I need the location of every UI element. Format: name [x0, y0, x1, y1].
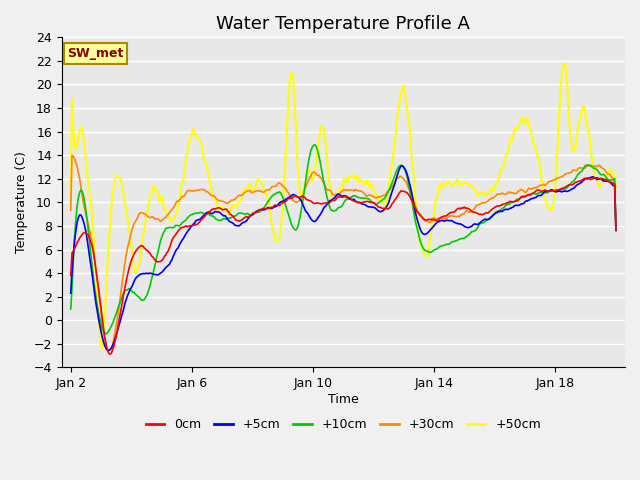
Text: SW_met: SW_met	[67, 47, 124, 60]
Line: 0cm: 0cm	[71, 178, 616, 354]
+10cm	[386, 186, 394, 192]
+10cm	[490, 212, 497, 218]
0cm	[488, 206, 496, 212]
+10cm	[67, 306, 75, 312]
+30cm	[68, 153, 76, 158]
0cm	[612, 227, 620, 232]
+50cm	[569, 147, 577, 153]
+50cm	[110, 186, 118, 192]
Legend: 0cm, +5cm, +10cm, +30cm, +50cm: 0cm, +5cm, +10cm, +30cm, +50cm	[141, 413, 546, 436]
+5cm	[490, 212, 497, 218]
0cm	[499, 201, 507, 207]
Y-axis label: Temperature (C): Temperature (C)	[15, 151, 28, 253]
Line: +50cm: +50cm	[71, 63, 616, 349]
+5cm	[67, 290, 75, 296]
0cm	[446, 210, 454, 216]
+30cm	[500, 192, 508, 197]
+10cm	[110, 317, 118, 323]
X-axis label: Time: Time	[328, 393, 358, 406]
+50cm	[488, 185, 496, 191]
+5cm	[105, 348, 113, 353]
+10cm	[102, 331, 110, 336]
+5cm	[110, 340, 118, 346]
+30cm	[105, 348, 113, 354]
+50cm	[385, 186, 392, 192]
0cm	[385, 206, 392, 212]
+5cm	[500, 207, 508, 213]
Line: +5cm: +5cm	[71, 166, 616, 350]
+30cm	[447, 213, 455, 219]
+30cm	[111, 329, 119, 335]
+10cm	[500, 204, 508, 210]
0cm	[568, 182, 575, 188]
+30cm	[386, 187, 394, 193]
+30cm	[569, 167, 577, 173]
+5cm	[398, 163, 406, 168]
+10cm	[612, 223, 620, 228]
+50cm	[560, 60, 568, 66]
+5cm	[385, 201, 392, 206]
0cm	[67, 273, 75, 278]
+10cm	[311, 142, 319, 148]
+50cm	[499, 163, 507, 168]
0cm	[110, 344, 118, 349]
+30cm	[67, 207, 75, 213]
Line: +30cm: +30cm	[71, 156, 616, 351]
+50cm	[67, 197, 75, 203]
+50cm	[99, 346, 106, 352]
+5cm	[569, 186, 577, 192]
Line: +10cm: +10cm	[71, 145, 616, 334]
0cm	[591, 175, 598, 180]
+30cm	[612, 227, 620, 233]
+5cm	[447, 217, 455, 223]
+10cm	[569, 179, 577, 184]
0cm	[106, 351, 114, 357]
+30cm	[490, 195, 497, 201]
+5cm	[612, 228, 620, 233]
Title: Water Temperature Profile A: Water Temperature Profile A	[216, 15, 470, 33]
+50cm	[446, 181, 454, 187]
+10cm	[447, 239, 455, 245]
+50cm	[612, 184, 620, 190]
